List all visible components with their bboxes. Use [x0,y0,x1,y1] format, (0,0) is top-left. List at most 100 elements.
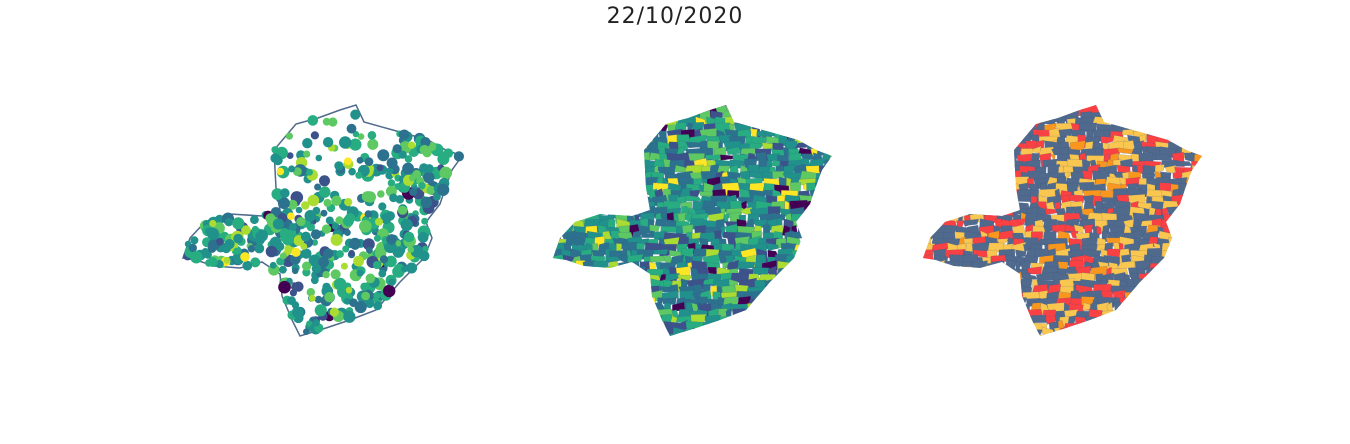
municipality [923,303,929,315]
municipality [1191,308,1202,324]
municipality [556,261,571,270]
municipality [797,308,816,319]
municipality [826,261,832,272]
municipality [1193,218,1201,230]
municipality [553,224,560,235]
municipality [1051,105,1068,110]
municipality [932,200,942,214]
municipality [1004,302,1024,318]
municipality [1156,124,1168,133]
municipality [587,105,605,109]
municipality [1168,327,1179,336]
municipality [980,267,998,279]
scatter-point [303,328,310,336]
municipality [1028,111,1036,121]
municipality [553,106,560,116]
scatter-point [287,296,296,305]
municipality [975,164,986,177]
municipality [629,321,641,336]
municipality [1090,340,1105,353]
municipality [1098,334,1108,336]
municipality [950,129,967,140]
municipality [805,327,815,336]
municipality [1186,341,1196,353]
municipality [954,105,969,114]
municipality [975,332,990,336]
municipality [1017,308,1029,320]
municipality [629,273,641,282]
municipality [564,322,572,332]
municipality [774,110,787,123]
municipality [558,147,573,159]
municipality [595,154,604,160]
scatter-point [287,212,295,220]
municipality [967,191,978,205]
municipality [612,105,631,121]
municipality [747,339,763,355]
municipality [1100,314,1109,325]
municipality [615,165,628,174]
municipality [601,128,613,142]
municipality [1005,291,1026,306]
municipality [988,189,998,199]
scatter-point [288,223,297,231]
scatter-point [342,215,354,227]
municipality [837,202,848,213]
municipality [928,285,945,294]
municipality [553,333,561,336]
municipality [1141,340,1150,351]
municipality [553,206,565,214]
municipality [1192,226,1198,239]
municipality [1186,129,1202,140]
municipality [560,214,574,228]
municipality [1008,197,1020,207]
scatter-point [433,193,441,201]
municipality [1101,326,1122,334]
municipality [767,322,774,336]
municipality [919,339,927,353]
municipality [923,272,927,283]
municipality [923,316,934,328]
municipality [612,283,624,299]
municipality [1191,183,1202,191]
municipality [985,278,997,290]
municipality [556,333,569,336]
scatter-point [302,138,313,149]
municipality [606,111,614,124]
scatter-point [392,144,402,154]
municipality [648,309,657,322]
scatter-point [366,247,373,254]
scatter-point [333,277,347,291]
municipality [570,105,587,114]
scatter-point [401,265,408,273]
municipality [602,190,613,203]
scatter-point [360,282,369,291]
municipality [628,314,638,326]
municipality [829,303,832,314]
municipality [954,189,961,196]
municipality [814,177,832,189]
municipality [833,173,839,185]
municipality [923,146,931,157]
municipality [827,183,832,197]
municipality [685,320,705,333]
municipality [553,172,565,184]
municipality [612,177,626,188]
municipality [1204,165,1220,177]
municipality [632,327,644,336]
scatter-point [344,229,351,237]
municipality [1088,326,1099,336]
municipality [621,321,631,334]
municipality [608,280,621,291]
municipality [949,272,961,283]
municipality [776,267,791,278]
scatter-point [439,151,448,160]
municipality [923,195,939,206]
municipality [733,105,749,112]
municipality [612,147,621,158]
municipality [616,338,623,352]
municipality [704,154,722,160]
municipality [1199,105,1202,115]
municipality [1066,327,1074,336]
